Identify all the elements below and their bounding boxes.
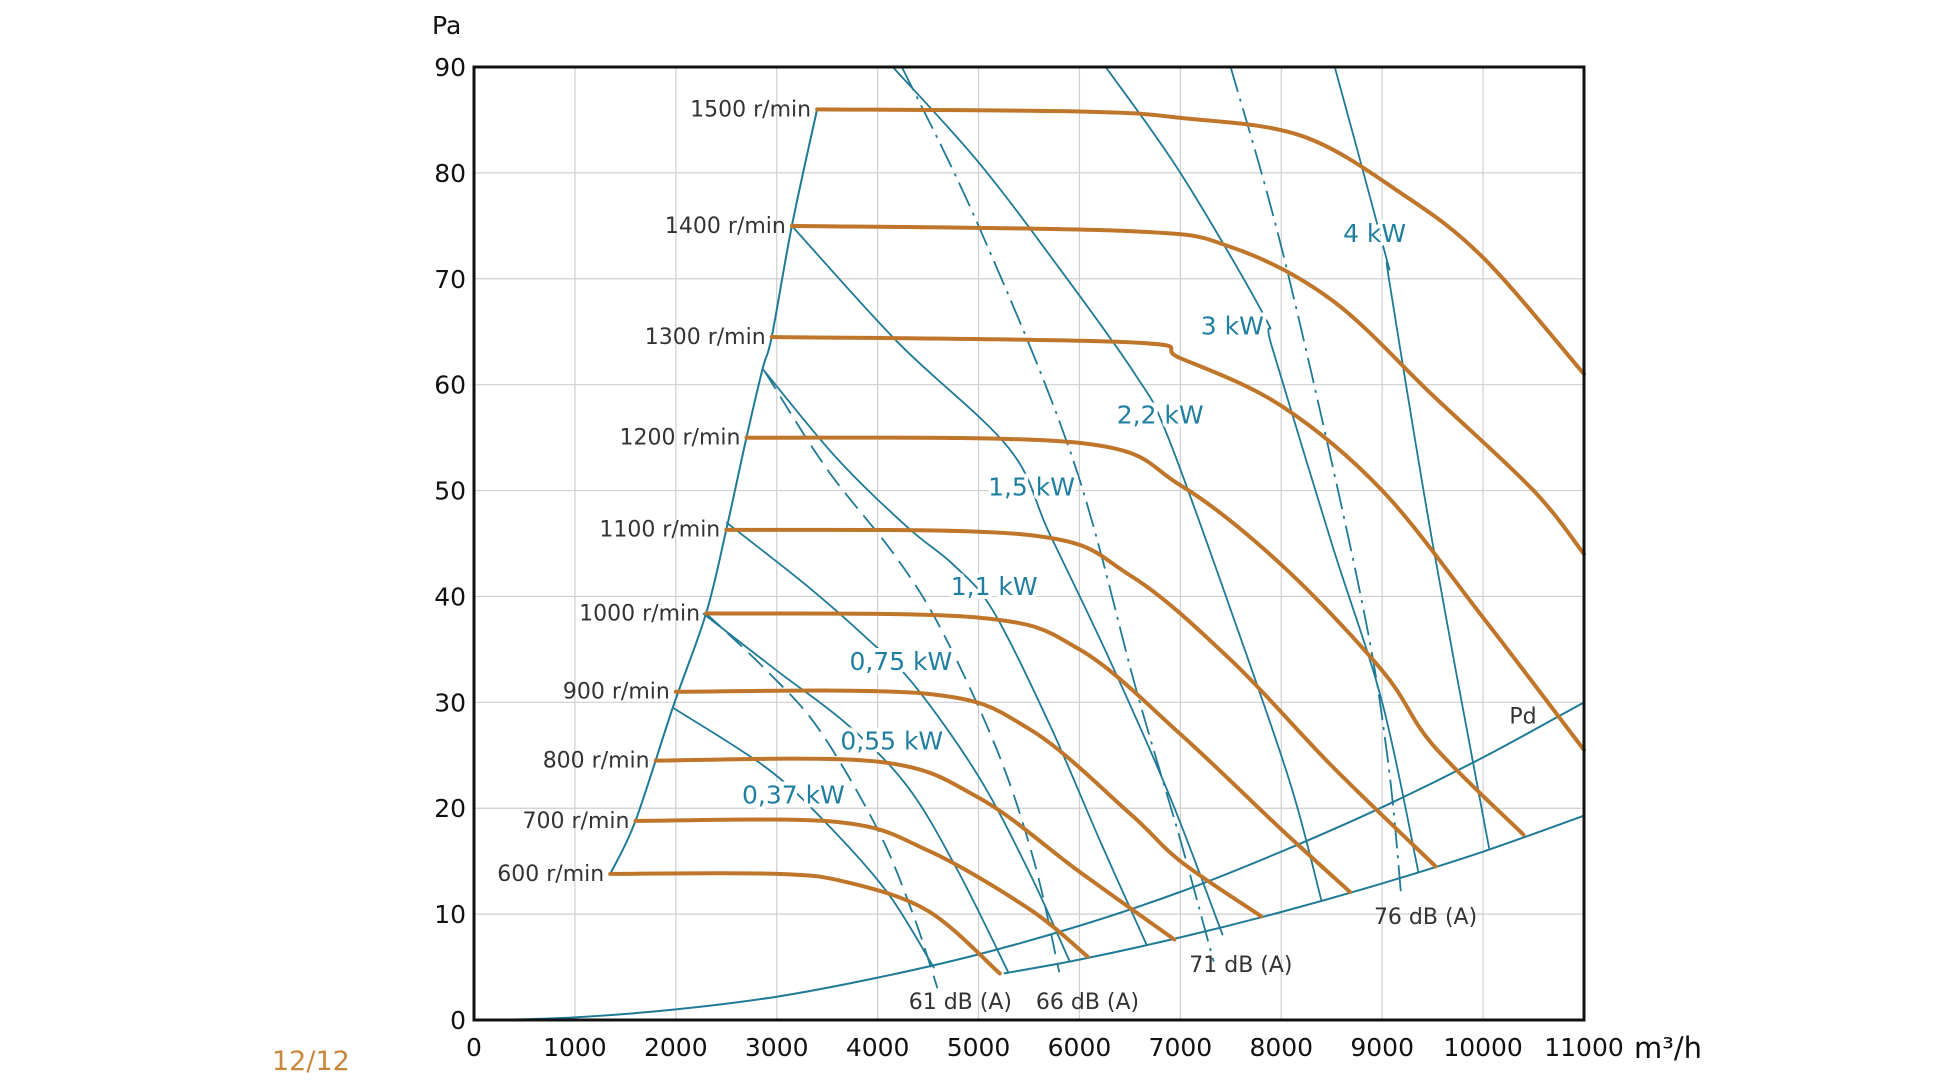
power-line bbox=[725, 521, 1071, 962]
sound-level-line bbox=[901, 66, 1215, 962]
y-axis-label: Pa bbox=[432, 11, 461, 40]
sound-level-label: 66 dB (A) bbox=[1036, 990, 1139, 1015]
speed-curve-label: 1200 r/min bbox=[620, 426, 741, 451]
power-line bbox=[761, 368, 1148, 947]
speed-curve-label: 1000 r/min bbox=[579, 601, 700, 626]
system-curve bbox=[1003, 814, 1585, 975]
x-tick-label: 4000 bbox=[846, 1033, 910, 1062]
speed-curve bbox=[673, 688, 1264, 919]
speed-curve-label: 700 r/min bbox=[523, 809, 630, 834]
speed-curve-label: 1400 r/min bbox=[665, 214, 786, 239]
power-line bbox=[892, 66, 1323, 902]
speed-curve bbox=[815, 107, 1586, 377]
sound-level-label: 71 dB (A) bbox=[1189, 953, 1292, 978]
system-curve-label: Pd bbox=[1509, 705, 1536, 730]
y-tick-label: 40 bbox=[434, 582, 466, 611]
power-line-label: 0,37 kW bbox=[742, 780, 845, 809]
y-tick-label: 70 bbox=[434, 265, 466, 294]
sound-level-line bbox=[705, 612, 939, 989]
speed-curve bbox=[769, 335, 1586, 752]
speed-curve-label: 900 r/min bbox=[563, 680, 670, 705]
y-tick-label: 30 bbox=[434, 688, 466, 717]
power-line-label: 3 kW bbox=[1201, 311, 1264, 340]
x-tick-label: 0 bbox=[466, 1033, 482, 1062]
power-line bbox=[1333, 66, 1491, 849]
y-tick-label: 50 bbox=[434, 477, 466, 506]
page-number: 12/12 bbox=[272, 1046, 350, 1077]
speed-curve-label: 1500 r/min bbox=[690, 97, 811, 122]
axis-ticks: 0 1000 2000 3000 4000 5000 6000 7000 8000 9000 100… bbox=[434, 53, 1624, 1062]
sound-level-label: 61 dB (A) bbox=[909, 990, 1012, 1015]
speed-curve bbox=[724, 527, 1438, 869]
grid bbox=[473, 66, 1585, 1021]
curves bbox=[494, 66, 1586, 1021]
speed-curve bbox=[744, 435, 1526, 837]
sound-level-label: 76 dB (A) bbox=[1374, 905, 1477, 930]
speed-curve bbox=[633, 817, 1090, 959]
x-tick-label: 6000 bbox=[1048, 1033, 1112, 1062]
sound-level-line bbox=[1229, 66, 1403, 898]
x-tick-label: 8000 bbox=[1249, 1033, 1313, 1062]
y-tick-label: 80 bbox=[434, 159, 466, 188]
sound-level-line bbox=[764, 371, 1061, 973]
power-line bbox=[1104, 66, 1420, 874]
y-tick-label: 20 bbox=[434, 794, 466, 823]
y-tick-label: 90 bbox=[434, 53, 466, 82]
speed-curve-label: 600 r/min bbox=[497, 862, 604, 887]
x-tick-label: 11000 bbox=[1544, 1033, 1624, 1062]
x-tick-label: 3000 bbox=[745, 1033, 809, 1062]
x-tick-label: 1000 bbox=[543, 1033, 607, 1062]
curve-labels: Pd 61 dB (A) 66 dB (A) 71 dB (A) 76 dB (A) 60… bbox=[497, 97, 1536, 1015]
plot-frame bbox=[472, 65, 1586, 1022]
y-tick-label: 0 bbox=[450, 1006, 466, 1035]
power-line-label: 0,75 kW bbox=[849, 647, 952, 676]
y-tick-label: 10 bbox=[434, 900, 466, 929]
x-tick-label: 5000 bbox=[947, 1033, 1011, 1062]
power-line-label: 4 kW bbox=[1343, 219, 1406, 248]
x-tick-label: 7000 bbox=[1149, 1033, 1213, 1062]
x-tick-label: 10000 bbox=[1443, 1033, 1523, 1062]
speed-boundary-line bbox=[609, 109, 819, 875]
speed-curve bbox=[653, 756, 1177, 942]
speed-curve bbox=[608, 871, 1002, 976]
power-line-label: 2,2 kW bbox=[1117, 400, 1204, 429]
x-tick-label: 9000 bbox=[1350, 1033, 1414, 1062]
power-line bbox=[672, 706, 935, 969]
power-line-label: 0,55 kW bbox=[840, 726, 943, 755]
power-line-label: 1,1 kW bbox=[951, 572, 1038, 601]
power-line-label: 1,5 kW bbox=[988, 472, 1075, 501]
speed-curve-label: 800 r/min bbox=[543, 749, 650, 774]
speed-curve-label: 1100 r/min bbox=[599, 518, 720, 543]
x-axis-label: m³/h bbox=[1634, 1031, 1702, 1065]
speed-curve-label: 1300 r/min bbox=[645, 325, 766, 350]
y-tick-label: 60 bbox=[434, 371, 466, 400]
power-line bbox=[702, 612, 1010, 974]
system-curve bbox=[494, 701, 1585, 1021]
x-tick-label: 2000 bbox=[644, 1033, 708, 1062]
speed-curve bbox=[789, 223, 1586, 557]
speed-curve bbox=[704, 611, 1352, 894]
power-line bbox=[791, 225, 1224, 936]
